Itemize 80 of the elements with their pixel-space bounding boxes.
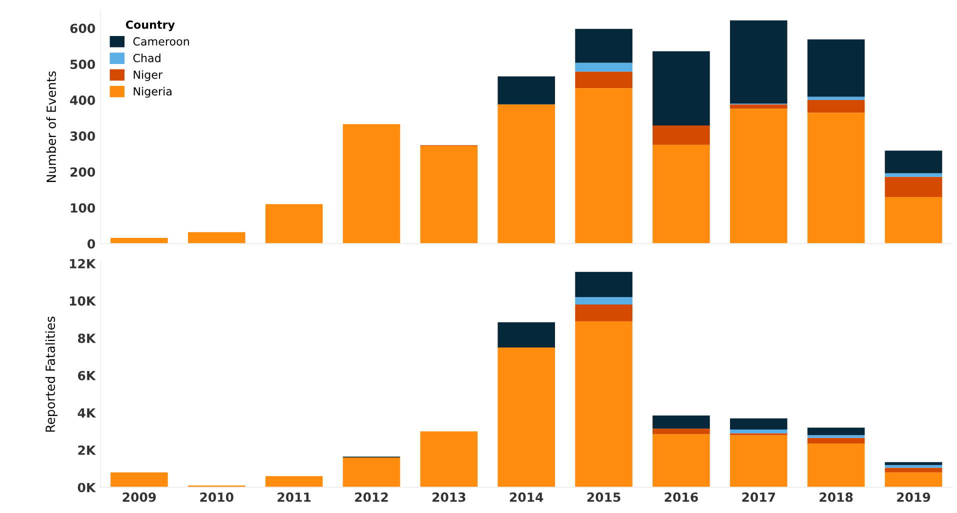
bar: [265, 204, 323, 244]
bar: [575, 72, 632, 88]
bar: [730, 430, 788, 434]
y-tick-label: 0K: [78, 482, 96, 492]
bar: [498, 76, 555, 104]
x-tick-label: 2013: [432, 492, 466, 502]
bar: [575, 297, 632, 305]
bar: [498, 104, 555, 244]
bar: [730, 418, 788, 430]
bar: [575, 321, 632, 488]
bar: [498, 347, 555, 488]
bar: [730, 20, 788, 104]
bar: [110, 472, 168, 488]
bar: [575, 62, 632, 72]
bar: [884, 173, 942, 177]
y-tick-label: 10K: [70, 296, 96, 306]
x-tick-label: 2011: [278, 492, 311, 502]
bar: [807, 112, 865, 244]
y-tick-label: 100: [70, 203, 96, 213]
legend-title: Country: [126, 20, 175, 32]
bar: [188, 232, 246, 244]
bar: [498, 322, 555, 348]
bar: [807, 435, 865, 438]
bar: [807, 444, 865, 488]
bar: [884, 464, 942, 468]
legend-label: Cameroon: [133, 37, 189, 46]
bar: [884, 462, 942, 465]
bar: [730, 435, 788, 488]
y-tick-label: 400: [70, 96, 96, 105]
x-tick-label: 2019: [897, 492, 930, 502]
x-tick-label: 2012: [355, 492, 388, 502]
y-tick-label: 0: [88, 239, 96, 249]
y-tick-label: 300: [70, 131, 96, 141]
y-axis-title: Number of Events: [46, 71, 56, 182]
bar: [652, 428, 710, 434]
y-tick-label: 12K: [70, 258, 96, 268]
bar: [575, 88, 632, 244]
y-tick-label: 8K: [78, 334, 96, 344]
bar: [575, 304, 632, 322]
bar: [652, 416, 710, 429]
bar: [420, 431, 478, 488]
bar: [652, 144, 710, 244]
x-tick-label: 2009: [122, 492, 156, 502]
legend-label: Chad: [133, 54, 160, 62]
bar: [807, 438, 865, 444]
x-tick-label: 2017: [742, 492, 776, 502]
y-tick-label: 200: [70, 167, 96, 177]
bar: [575, 272, 632, 298]
bar: [265, 476, 323, 488]
y-tick-label: 500: [70, 60, 96, 70]
y-tick-label: 600: [70, 24, 96, 34]
x-tick-label: 2018: [820, 492, 853, 502]
bar: [652, 434, 710, 488]
x-tick-label: 2016: [664, 492, 698, 502]
bar: [420, 146, 478, 244]
bar: [652, 126, 710, 145]
bar: [342, 124, 400, 244]
bar: [884, 196, 942, 244]
bar: [730, 108, 788, 244]
legend-label: Nigeria: [134, 86, 172, 98]
bar: [807, 96, 865, 100]
x-tick-label: 2014: [510, 492, 544, 502]
bar: [730, 104, 788, 109]
bar: [884, 468, 942, 472]
x-tick-label: 2015: [587, 492, 620, 502]
bar: [884, 176, 942, 197]
x-tick-label: 2010: [200, 492, 234, 502]
bar: [884, 472, 942, 488]
bar: [884, 150, 942, 174]
y-tick-label: 2K: [78, 446, 96, 455]
bar: [575, 28, 632, 63]
bar: [342, 458, 400, 488]
y-axis-title: Reported Fatalities: [45, 316, 58, 432]
y-tick-label: 4K: [78, 408, 96, 418]
legend-label: Niger: [134, 70, 163, 82]
bar: [807, 39, 865, 97]
bar: [652, 51, 710, 126]
y-tick-label: 6K: [78, 370, 96, 380]
bar: [807, 428, 865, 436]
bar: [807, 100, 865, 113]
